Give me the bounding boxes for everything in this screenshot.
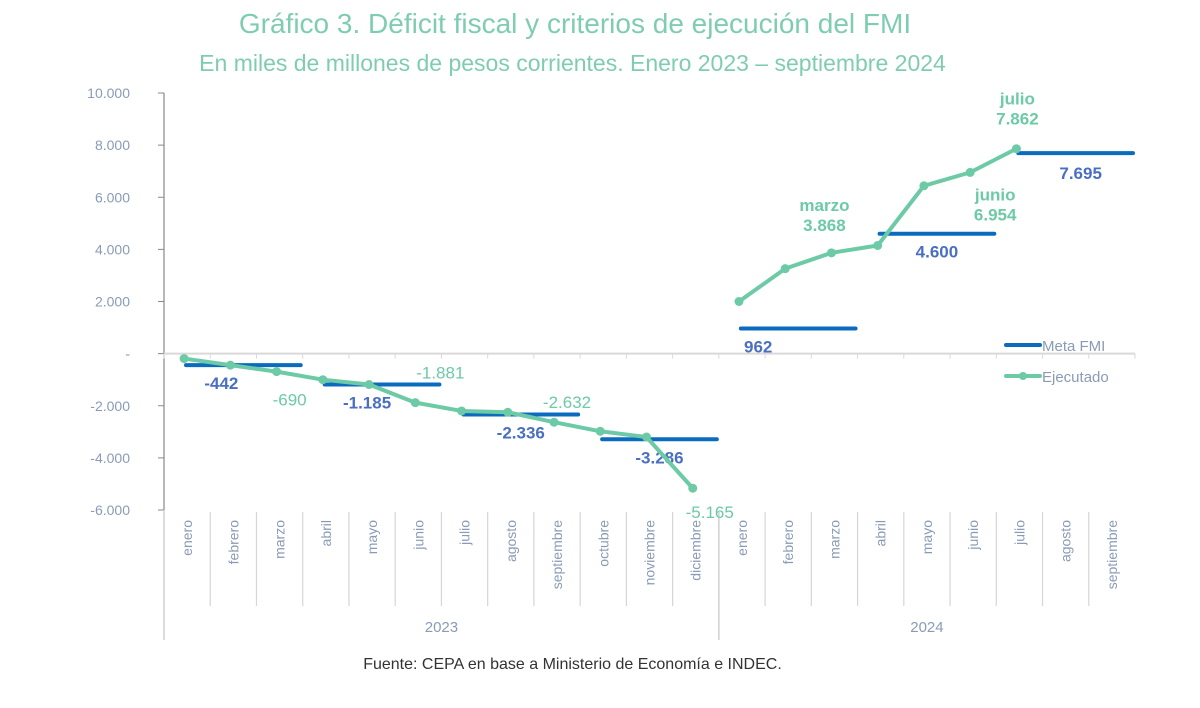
ejecutado-annotation-month: junio	[974, 185, 1016, 204]
y-tick-label: 2.000	[95, 294, 130, 310]
ejecutado-point	[179, 354, 189, 364]
ejecutado-data-label: -690	[273, 391, 307, 410]
ejecutado-data-label: 7.862	[996, 110, 1039, 129]
year-label: 2023	[425, 619, 458, 636]
meta-fmi-data-label: 962	[744, 338, 772, 357]
ejecutado-point	[780, 264, 790, 274]
y-tick-label: 10.000	[87, 85, 130, 101]
month-label: febrero	[780, 520, 796, 565]
month-label: febrero	[225, 520, 241, 565]
ejecutado-data-label: -1.881	[416, 364, 464, 383]
month-label: agosto	[503, 520, 519, 562]
month-label: abril	[873, 520, 889, 546]
ejecutado-point	[873, 240, 883, 250]
meta-fmi-data-label: -442	[204, 374, 238, 393]
month-label: abril	[318, 520, 334, 546]
ejecutado-point	[688, 483, 698, 493]
y-tick-label: 6.000	[95, 189, 130, 205]
ejecutado-point	[457, 406, 467, 416]
ejecutado-line	[183, 356, 695, 490]
ejecutado-point	[965, 167, 975, 177]
ejecutado-point	[595, 426, 605, 436]
ejecutado-point	[410, 398, 420, 408]
ejecutado-point	[1011, 144, 1021, 154]
y-tick-label: -4.000	[90, 450, 130, 466]
month-label: octubre	[595, 520, 611, 567]
ejecutado-point	[549, 417, 559, 427]
month-label: noviembre	[642, 520, 658, 586]
month-label: mayo	[919, 520, 935, 554]
month-label: marzo	[826, 520, 842, 559]
ejecutado-data-label: 3.868	[803, 216, 846, 235]
month-label: septiembre	[1104, 520, 1120, 589]
month-label: julio	[1011, 520, 1027, 546]
year-label: 2024	[910, 619, 943, 636]
ejecutado-point	[272, 367, 282, 377]
ejecutado-point	[642, 432, 651, 442]
ejecutado-line	[737, 146, 1018, 304]
legend-ejecutado-label: Ejecutado	[1042, 369, 1109, 386]
chart-subtitle: En miles de millones de pesos corrientes…	[199, 50, 946, 76]
month-label: diciembre	[688, 520, 704, 581]
month-label: mayo	[364, 520, 380, 554]
legend-ejecutado-marker	[1019, 372, 1027, 380]
legend-meta-fmi-label: Meta FMI	[1042, 338, 1105, 355]
ejecutado-data-label: 6.954	[974, 205, 1017, 224]
ejecutado-point	[225, 360, 235, 370]
y-tick-label: -2.000	[90, 398, 130, 414]
ejecutado-data-label: -5.165	[686, 503, 734, 522]
y-tick-label: -6.000	[90, 502, 130, 518]
ejecutado-annotation-month: marzo	[799, 196, 849, 215]
chart-title: Gráfico 3. Déficit fiscal y criterios de…	[238, 8, 912, 39]
ejecutado-point	[919, 181, 929, 191]
ejecutado-data-label: -2.632	[543, 393, 591, 412]
ejecutado-point	[503, 407, 513, 417]
ejecutado-point	[734, 297, 744, 306]
month-label: enero	[179, 520, 195, 556]
meta-fmi-data-label: -2.336	[497, 424, 545, 443]
ejecutado-point	[364, 380, 374, 390]
month-label: julio	[457, 520, 473, 546]
ejecutado-point	[826, 248, 836, 258]
month-label: enero	[734, 520, 750, 556]
meta-fmi-data-label: -1.185	[343, 394, 391, 413]
month-label: junio	[965, 520, 981, 551]
ejecutado-point	[318, 375, 328, 385]
meta-fmi-data-label: 7.695	[1059, 164, 1102, 183]
month-label: agosto	[1058, 520, 1074, 562]
ejecutado-annotation-month: julio	[999, 90, 1035, 109]
month-label: junio	[410, 520, 426, 551]
y-tick-label: -	[125, 346, 130, 362]
month-label: septiembre	[549, 520, 565, 589]
month-label: marzo	[272, 520, 288, 559]
y-tick-label: 4.000	[95, 241, 130, 257]
source-note: Fuente: CEPA en base a Ministerio de Eco…	[363, 656, 782, 673]
y-tick-label: 8.000	[95, 137, 130, 153]
meta-fmi-data-label: 4.600	[916, 243, 959, 262]
